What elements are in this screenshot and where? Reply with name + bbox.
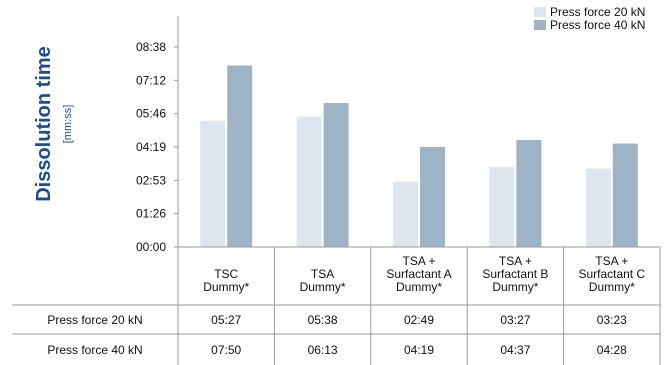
category-label: Dummy* bbox=[300, 280, 346, 294]
category-label: TSA + bbox=[402, 254, 435, 268]
bar-20kn bbox=[393, 181, 418, 247]
category-label: Dummy* bbox=[203, 280, 249, 294]
table-row-label: Press force 20 kN bbox=[47, 313, 142, 327]
table-cell: 03:27 bbox=[500, 313, 530, 327]
category-label: Surfactant C bbox=[578, 267, 645, 281]
category-label: Dummy* bbox=[589, 280, 635, 294]
bar-40kn bbox=[323, 102, 349, 247]
legend-label: Press force 40 kN bbox=[550, 18, 645, 32]
bar-40kn bbox=[420, 147, 445, 247]
y-tick-label: 00:00 bbox=[136, 240, 166, 254]
table-cell: 04:37 bbox=[500, 343, 530, 357]
bar-20kn bbox=[296, 116, 322, 247]
y-tick-label: 04:19 bbox=[136, 140, 166, 154]
y-axis-label: Dissolution time [mm:ss] bbox=[33, 46, 74, 202]
y-tick-label: 05:46 bbox=[136, 107, 166, 121]
category-label: TSA + bbox=[499, 254, 532, 268]
bar-20kn bbox=[489, 167, 515, 247]
y-tick-label: 02:53 bbox=[136, 173, 166, 187]
table-cell: 06:13 bbox=[308, 343, 338, 357]
bars bbox=[200, 65, 638, 247]
y-tick-label: 01:26 bbox=[136, 207, 166, 221]
y-axis-title: Dissolution time bbox=[33, 46, 55, 202]
legend-swatch bbox=[534, 20, 546, 30]
table-cell: 05:38 bbox=[308, 313, 338, 327]
category-label: Surfactant A bbox=[386, 267, 451, 281]
y-axis-ticks: 00:00 01:26 02:53 04:19 05:46 07:12 08:38 bbox=[136, 40, 178, 254]
legend-label: Press force 20 kN bbox=[550, 5, 645, 19]
y-axis-unit: [mm:ss] bbox=[62, 105, 74, 144]
frame-lines bbox=[12, 16, 661, 365]
category-label: Surfactant B bbox=[482, 267, 548, 281]
bar-20kn bbox=[200, 120, 226, 247]
y-tick-label: 07:12 bbox=[136, 73, 166, 87]
table-cell: 04:28 bbox=[597, 343, 627, 357]
legend-swatch bbox=[534, 7, 546, 17]
table-cell: 03:23 bbox=[597, 313, 627, 327]
bar-40kn bbox=[227, 65, 253, 247]
table-cell: 05:27 bbox=[211, 313, 241, 327]
bar-20kn bbox=[585, 168, 611, 247]
bar-40kn bbox=[612, 143, 638, 247]
table-cell: 04:19 bbox=[404, 343, 434, 357]
table-row-label: Press force 40 kN bbox=[47, 343, 142, 357]
data-table: Press force 20 kN 05:27 05:38 02:49 03:27 03:… bbox=[47, 313, 627, 357]
bar-40kn bbox=[516, 140, 542, 247]
table-cell: 02:49 bbox=[404, 313, 434, 327]
category-label: TSA + bbox=[595, 254, 628, 268]
table-cell: 07:50 bbox=[211, 343, 241, 357]
category-label: Dummy* bbox=[396, 280, 442, 294]
y-tick-label: 08:38 bbox=[136, 40, 166, 54]
category-label: Dummy* bbox=[492, 280, 538, 294]
category-label: TSC bbox=[214, 267, 238, 281]
category-label: TSA bbox=[311, 267, 334, 281]
